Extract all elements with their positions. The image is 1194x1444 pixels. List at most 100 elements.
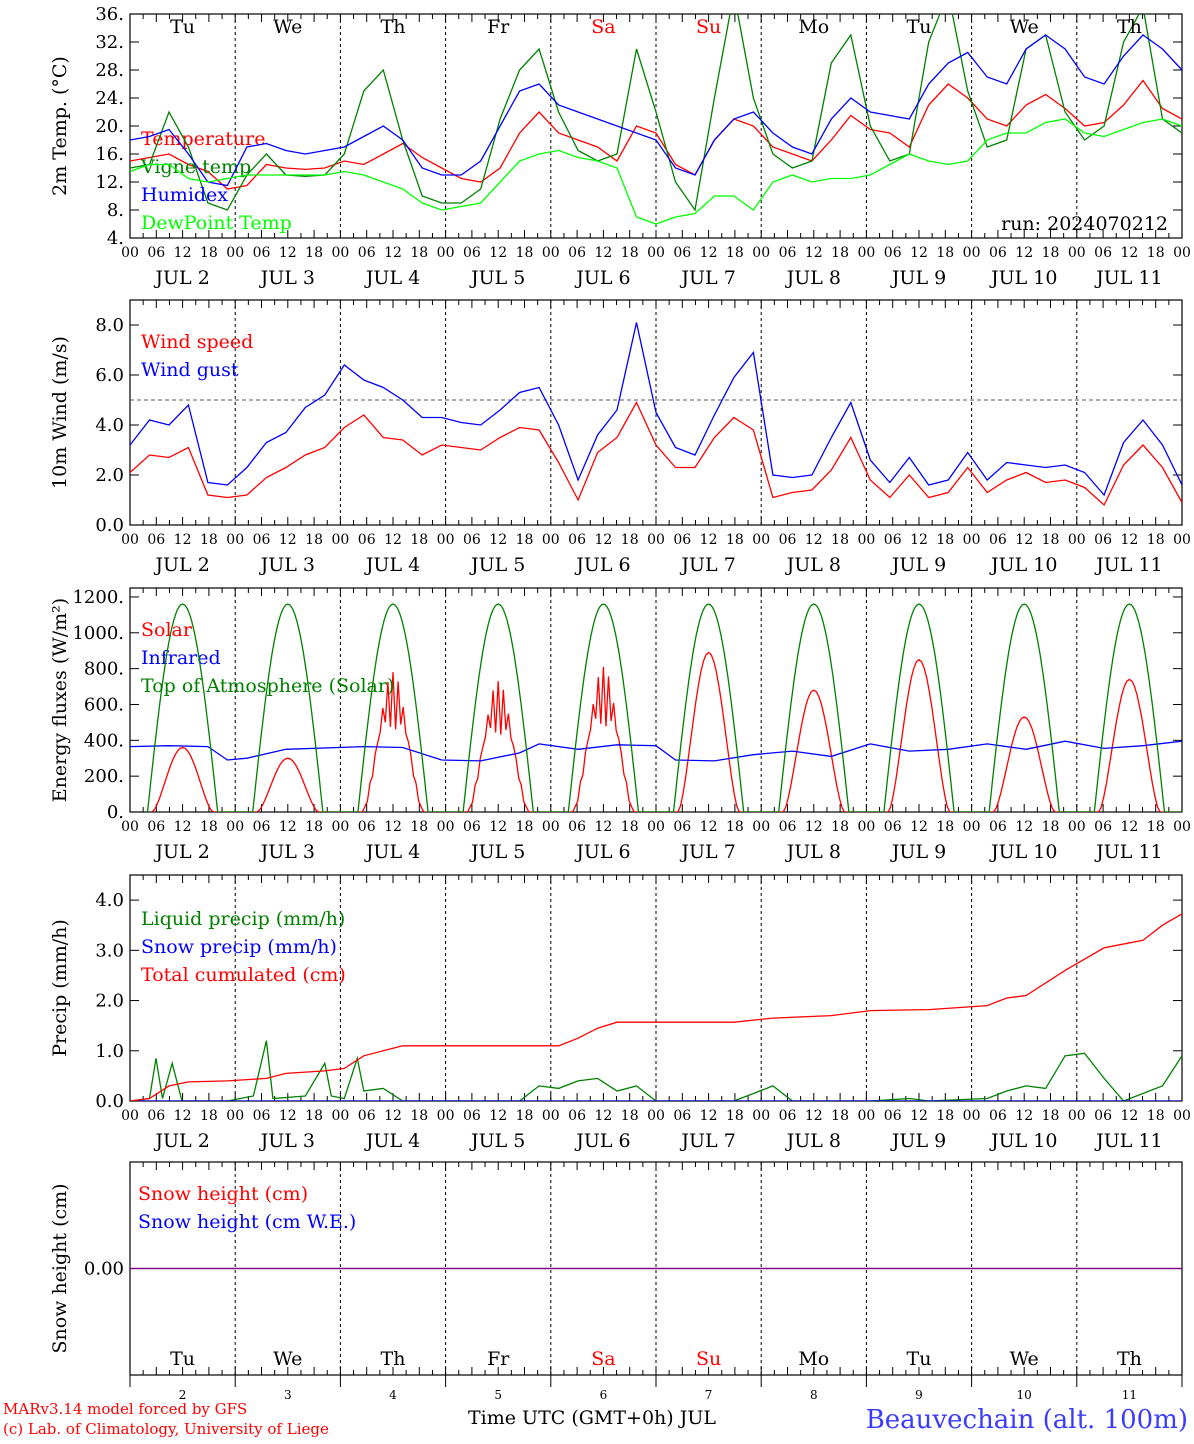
date-label: JUL 9 bbox=[890, 1130, 946, 1152]
hour-tick-label: 18 bbox=[410, 245, 428, 261]
hour-tick-label: 06 bbox=[673, 1108, 691, 1124]
run-label: run: 2024070212 bbox=[1001, 213, 1168, 235]
date-label: JUL 11 bbox=[1094, 1130, 1162, 1152]
date-label: JUL 5 bbox=[469, 554, 525, 576]
hour-tick-label: 18 bbox=[1147, 245, 1165, 261]
hour-tick-label: 12 bbox=[805, 1108, 823, 1124]
legend-entry: DewPoint Temp bbox=[141, 212, 292, 234]
hour-tick-label: 00 bbox=[226, 532, 244, 548]
hour-tick-label: 18 bbox=[305, 245, 323, 261]
hour-tick-label: 18 bbox=[516, 532, 534, 548]
hour-tick-label: 06 bbox=[147, 245, 165, 261]
hour-tick-label: 18 bbox=[621, 245, 639, 261]
hour-tick-label: 00 bbox=[752, 819, 770, 835]
day-number-label: 10 bbox=[1017, 1388, 1032, 1402]
hour-tick-label: 00 bbox=[331, 1108, 349, 1124]
legend-entry: Humidex bbox=[141, 184, 228, 206]
hour-tick-label: 06 bbox=[253, 245, 271, 261]
hour-tick-label: 06 bbox=[358, 245, 376, 261]
hour-tick-label: 18 bbox=[1042, 1108, 1060, 1124]
hour-tick-label: 00 bbox=[1173, 819, 1191, 835]
date-label: JUL 5 bbox=[469, 1130, 525, 1152]
hour-tick-label: 00 bbox=[542, 1108, 560, 1124]
hour-tick-label: 06 bbox=[673, 532, 691, 548]
y-tick-label: 28. bbox=[95, 60, 124, 81]
date-label: JUL 10 bbox=[989, 267, 1057, 289]
hour-tick-label: 06 bbox=[463, 1108, 481, 1124]
hour-tick-label: 18 bbox=[516, 1108, 534, 1124]
hour-tick-label: 12 bbox=[805, 245, 823, 261]
hour-tick-label: 12 bbox=[1015, 245, 1033, 261]
date-label: JUL 9 bbox=[890, 554, 946, 576]
legend-entry: Infrared bbox=[141, 647, 221, 669]
hour-tick-label: 06 bbox=[884, 245, 902, 261]
hour-tick-label: 00 bbox=[1173, 1108, 1191, 1124]
hour-tick-label: 00 bbox=[1068, 1108, 1086, 1124]
hour-tick-label: 12 bbox=[594, 245, 612, 261]
y-tick-label: 6.0 bbox=[95, 365, 124, 386]
hour-tick-label: 12 bbox=[174, 532, 192, 548]
day-number-label: 8 bbox=[810, 1388, 818, 1402]
hour-tick-label: 18 bbox=[200, 1108, 218, 1124]
day-label: We bbox=[1010, 16, 1039, 38]
date-label: JUL 3 bbox=[259, 554, 315, 576]
hour-tick-label: 06 bbox=[884, 819, 902, 835]
y-tick-label: 800. bbox=[84, 659, 124, 680]
hour-tick-label: 00 bbox=[1068, 245, 1086, 261]
hour-tick-label: 12 bbox=[700, 819, 718, 835]
hour-tick-label: 00 bbox=[437, 532, 455, 548]
hour-tick-label: 18 bbox=[831, 1108, 849, 1124]
hour-tick-label: 06 bbox=[463, 819, 481, 835]
hour-tick-label: 18 bbox=[936, 819, 954, 835]
hour-tick-label: 00 bbox=[331, 245, 349, 261]
hour-tick-label: 12 bbox=[594, 532, 612, 548]
legend-entry: Snow height (cm W.E.) bbox=[138, 1211, 356, 1233]
day-label: Th bbox=[1117, 1348, 1142, 1370]
hour-tick-label: 12 bbox=[805, 819, 823, 835]
hour-tick-label: 00 bbox=[1173, 245, 1191, 261]
y-tick-label: 1200. bbox=[72, 587, 124, 608]
hour-tick-label: 18 bbox=[621, 1108, 639, 1124]
lab-credit: (c) Lab. of Climatology, University of L… bbox=[3, 1420, 329, 1438]
hour-tick-label: 12 bbox=[279, 819, 297, 835]
hour-tick-label: 12 bbox=[1015, 532, 1033, 548]
date-label: JUL 3 bbox=[259, 841, 315, 863]
hour-tick-label: 06 bbox=[253, 1108, 271, 1124]
hour-tick-label: 00 bbox=[331, 819, 349, 835]
y-axis-label: Snow height (cm) bbox=[49, 1183, 71, 1353]
date-label: JUL 6 bbox=[574, 841, 630, 863]
hour-tick-label: 06 bbox=[989, 1108, 1007, 1124]
hour-tick-label: 06 bbox=[358, 532, 376, 548]
hour-tick-label: 18 bbox=[200, 819, 218, 835]
y-tick-label: 4.0 bbox=[95, 415, 124, 436]
hour-tick-label: 18 bbox=[1042, 245, 1060, 261]
day-number-label: 3 bbox=[284, 1388, 292, 1402]
date-label: JUL 11 bbox=[1094, 554, 1162, 576]
hour-tick-label: 12 bbox=[489, 819, 507, 835]
date-label: JUL 8 bbox=[785, 841, 841, 863]
day-number-label: 6 bbox=[600, 1388, 608, 1402]
hour-tick-label: 00 bbox=[437, 245, 455, 261]
day-label: Su bbox=[696, 1348, 721, 1370]
date-label: JUL 4 bbox=[364, 554, 420, 576]
hour-tick-label: 12 bbox=[594, 819, 612, 835]
legend-entry: Snow precip (mm/h) bbox=[141, 936, 337, 958]
panel-energy: 0.200.400.600.800.1000.1200.Energy fluxe… bbox=[49, 587, 1194, 863]
hour-tick-label: 18 bbox=[1042, 819, 1060, 835]
hour-tick-label: 06 bbox=[779, 1108, 797, 1124]
legend-entry: Wind speed bbox=[141, 331, 253, 353]
hour-tick-label: 18 bbox=[831, 819, 849, 835]
hour-tick-label: 18 bbox=[621, 819, 639, 835]
hour-tick-label: 18 bbox=[1147, 532, 1165, 548]
hour-tick-label: 00 bbox=[1068, 819, 1086, 835]
hour-tick-label: 18 bbox=[831, 532, 849, 548]
hour-tick-label: 00 bbox=[1068, 532, 1086, 548]
day-label: Sa bbox=[591, 16, 615, 38]
series-line-wind-speed bbox=[130, 403, 1182, 506]
hour-tick-label: 00 bbox=[542, 819, 560, 835]
hour-tick-label: 18 bbox=[410, 819, 428, 835]
hour-tick-label: 12 bbox=[279, 532, 297, 548]
hour-tick-label: 06 bbox=[1094, 819, 1112, 835]
date-label: JUL 6 bbox=[574, 1130, 630, 1152]
